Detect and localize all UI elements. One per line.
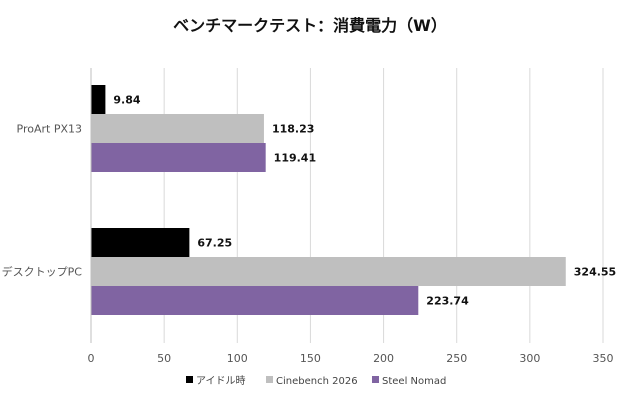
category-label: デスクトップPC [2, 265, 83, 279]
chart-title: ベンチマークテスト：消費電力（W） [173, 16, 447, 35]
x-tick-label: 350 [593, 352, 614, 365]
legend-label: Cinebench 2026 [276, 376, 358, 387]
data-label: 324.55 [574, 266, 616, 279]
x-tick-label: 250 [446, 352, 467, 365]
legend-swatch [372, 376, 379, 383]
x-tick-label: 150 [300, 352, 321, 365]
category-label: ProArt PX13 [17, 123, 82, 136]
data-label: 67.25 [197, 237, 232, 250]
x-tick-label: 200 [373, 352, 394, 365]
x-tick-label: 50 [157, 352, 171, 365]
bar [91, 85, 106, 114]
gridlines [163, 68, 604, 343]
data-label: 9.84 [113, 94, 140, 107]
x-tick-label: 0 [88, 352, 95, 365]
bar [91, 228, 190, 257]
bars [91, 85, 566, 315]
bar [91, 257, 566, 286]
bar [91, 143, 266, 172]
legend-swatch [266, 376, 273, 383]
data-label: 223.74 [426, 295, 469, 308]
x-tick-label: 100 [227, 352, 248, 365]
legend-label: Steel Nomad [382, 376, 446, 387]
legend: アイドル時 Cinebench 2026 Steel Nomad [186, 375, 446, 387]
legend-swatch [186, 376, 193, 383]
bar [91, 286, 419, 315]
data-labels: 9.84 118.23 119.41 67.25 324.55 223.74 [113, 94, 616, 308]
axes: 0 50 100 150 200 250 300 350 ProArt PX13 デスクトップPC [2, 68, 614, 365]
data-label: 118.23 [272, 123, 314, 136]
legend-label: アイドル時 [196, 375, 246, 387]
data-label: 119.41 [274, 152, 316, 165]
x-tick-label: 300 [519, 352, 540, 365]
bar [91, 114, 264, 143]
